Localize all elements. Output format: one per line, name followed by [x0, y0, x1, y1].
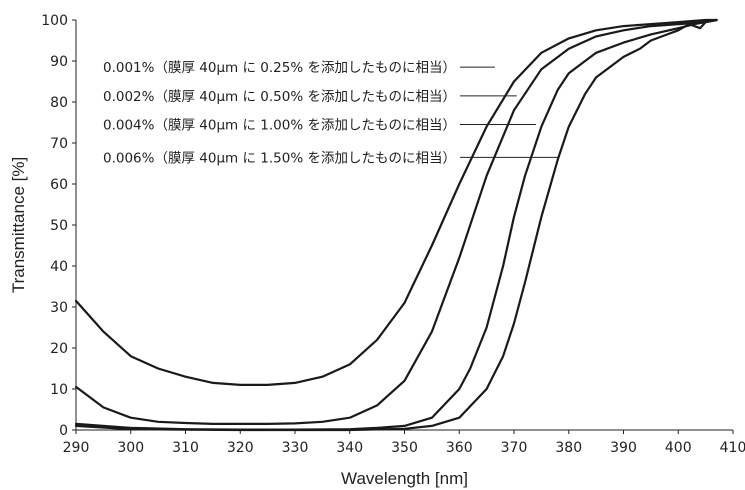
series-line-1	[74, 18, 718, 386]
x-tick-label: 400	[665, 440, 692, 456]
x-tick-label: 350	[391, 440, 418, 456]
series-lines	[74, 18, 718, 432]
x-tick-label: 320	[227, 440, 254, 456]
plot-area	[75, 20, 733, 431]
y-axis-label: Transmittance [%]	[9, 157, 28, 293]
y-tick-label: 20	[50, 341, 68, 357]
x-tick-label: 340	[336, 440, 363, 456]
x-tick-label: 370	[501, 440, 528, 456]
x-tick-label: 310	[172, 440, 199, 456]
series-line-3	[74, 18, 718, 431]
y-tick-label: 70	[50, 136, 68, 152]
x-tick-label: 330	[282, 440, 309, 456]
x-axis-ticks: 290 300 310 320 330 340 350 360 370 380 390 400 410	[63, 430, 745, 456]
series-line-2	[74, 18, 718, 425]
y-tick-label: 80	[50, 95, 68, 111]
x-tick-label: 390	[610, 440, 637, 456]
series-annotation-label: 0.004%（膜厚 40μm に 1.00% を添加したものに相当）	[103, 118, 456, 134]
x-tick-label: 360	[446, 440, 473, 456]
series-line-4	[74, 18, 718, 432]
y-axis-ticks: 0 10 20 30 40 50 60 70 80 90 100	[41, 13, 76, 439]
y-tick-label: 0	[59, 423, 68, 439]
series-annotations: 0.001%（膜厚 40μm に 0.25% を添加したものに相当） 0.002%…	[103, 60, 558, 166]
x-tick-label: 380	[555, 440, 582, 456]
y-tick-label: 60	[50, 177, 68, 193]
y-tick-label: 100	[41, 13, 68, 29]
series-annotation-label: 0.006%（膜厚 40μm に 1.50% を添加したものに相当）	[103, 150, 456, 166]
x-axis-label: Wavelength [nm]	[341, 469, 468, 488]
x-tick-label: 290	[63, 440, 90, 456]
series-annotation-label: 0.002%（膜厚 40μm に 0.50% を添加したものに相当）	[103, 89, 456, 105]
y-tick-label: 30	[50, 300, 68, 316]
y-tick-label: 40	[50, 259, 68, 275]
y-tick-label: 50	[50, 218, 68, 234]
y-tick-label: 90	[50, 54, 68, 70]
series-annotation-label: 0.001%（膜厚 40μm に 0.25% を添加したものに相当）	[103, 60, 456, 76]
x-tick-label: 410	[720, 440, 745, 456]
y-tick-label: 10	[50, 382, 68, 398]
x-tick-label: 300	[117, 440, 144, 456]
